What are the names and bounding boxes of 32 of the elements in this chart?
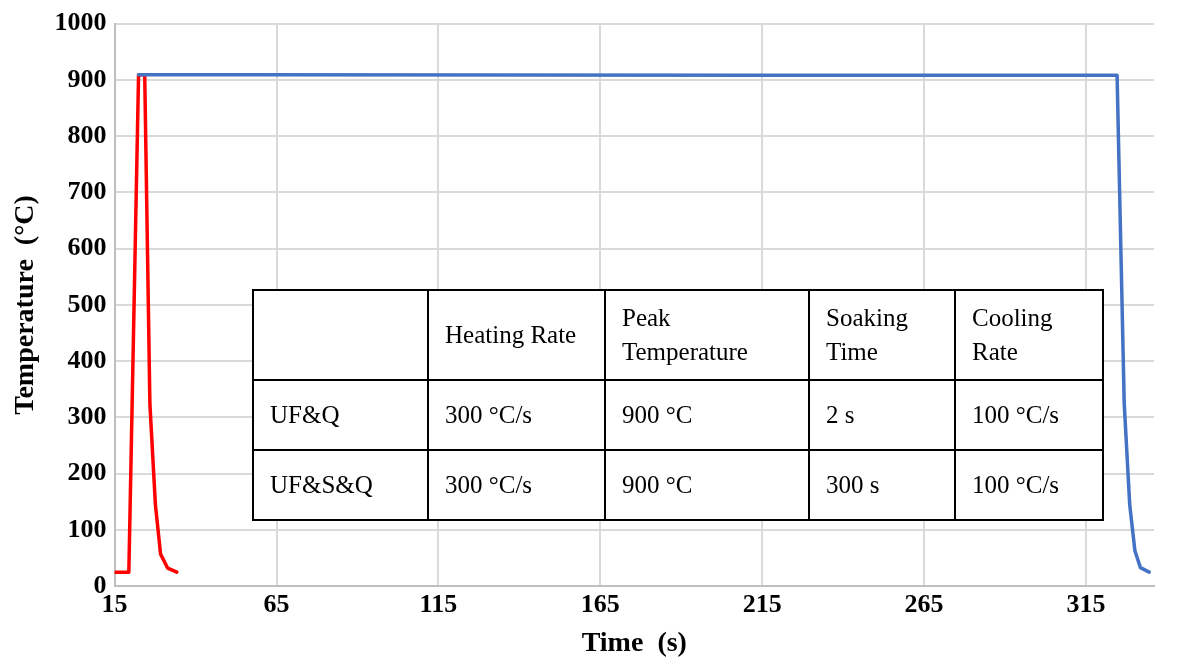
annotation: UF&Q	[253, 380, 428, 450]
y-tick-label: 800	[67, 119, 107, 149]
annotation: 300 °C/s	[428, 450, 605, 520]
x-tick-label: 65	[263, 588, 290, 618]
annotation: 100 °C/s	[955, 380, 1103, 450]
y-axis-title: Temperature (°C)	[8, 195, 40, 415]
y-tick-label: 200	[67, 457, 107, 487]
annotation: 900 °C	[605, 380, 809, 450]
x-tick-label: 315	[1066, 588, 1106, 618]
annotation: 300 °C/s	[428, 380, 605, 450]
annotation: Cooling Rate	[955, 290, 1103, 380]
annotation: Heating Rate	[428, 290, 605, 380]
y-tick-label: 500	[67, 288, 107, 318]
x-tick-label: 165	[580, 588, 620, 618]
y-tick-label: 700	[67, 176, 107, 206]
annotation: 900 °C	[605, 450, 809, 520]
y-tick-label: 100	[67, 513, 107, 543]
y-tick-label: 600	[67, 232, 107, 262]
x-axis-title: Time (s)	[581, 626, 687, 658]
annotation: 300 s	[809, 450, 955, 520]
y-tick-label: 400	[67, 344, 107, 374]
y-tick-label: 900	[67, 63, 107, 93]
annotation: UF&S&Q	[253, 450, 428, 520]
annotation: 100 °C/s	[955, 450, 1103, 520]
y-tick-label: 1000	[54, 7, 107, 37]
annotation: 2 s	[809, 380, 955, 450]
y-tick-label: 300	[67, 401, 107, 431]
x-tick-label: 115	[419, 588, 458, 618]
annotation: Soaking Time	[809, 290, 955, 380]
x-tick-label: 265	[904, 588, 944, 618]
annotation: Peak Temperature	[605, 290, 809, 380]
x-tick-label: 215	[742, 588, 782, 618]
